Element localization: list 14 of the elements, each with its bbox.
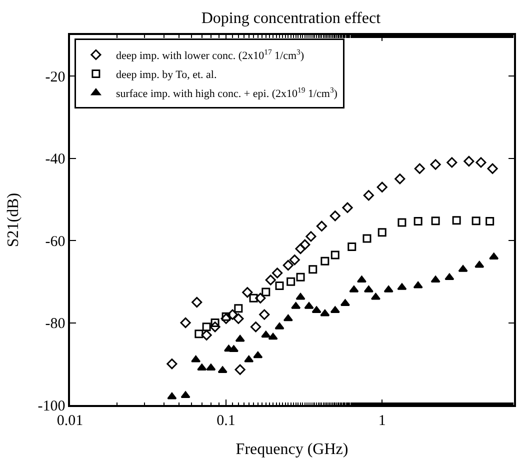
legend-label: deep imp. with lower conc. (2x10$^{17}$ 1/cm$^{3}$) bbox=[116, 47, 304, 62]
x-tick-label: 0.01 bbox=[56, 412, 84, 429]
chart-title: Doping concentration effect bbox=[201, 10, 382, 27]
x-tick-label: 1 bbox=[378, 412, 386, 429]
y-tick-label: -20 bbox=[45, 69, 66, 86]
legend-label: deep imp. by To, et. al. bbox=[116, 68, 217, 81]
y-axis-title: S21(dB) bbox=[5, 192, 22, 248]
x-axis-title: Frequency (GHz) bbox=[236, 440, 348, 458]
y-tick-label: -60 bbox=[45, 234, 66, 250]
y-tick-label: -80 bbox=[45, 316, 66, 332]
legend-label: surface imp. with high conc. + epi. (2x10$^{19}$ 1/cm$^{3}$) bbox=[116, 85, 338, 100]
y-tick-label: -40 bbox=[45, 152, 66, 168]
x-tick-label: 0.1 bbox=[216, 412, 236, 429]
y-tick-label: -100 bbox=[38, 398, 66, 414]
